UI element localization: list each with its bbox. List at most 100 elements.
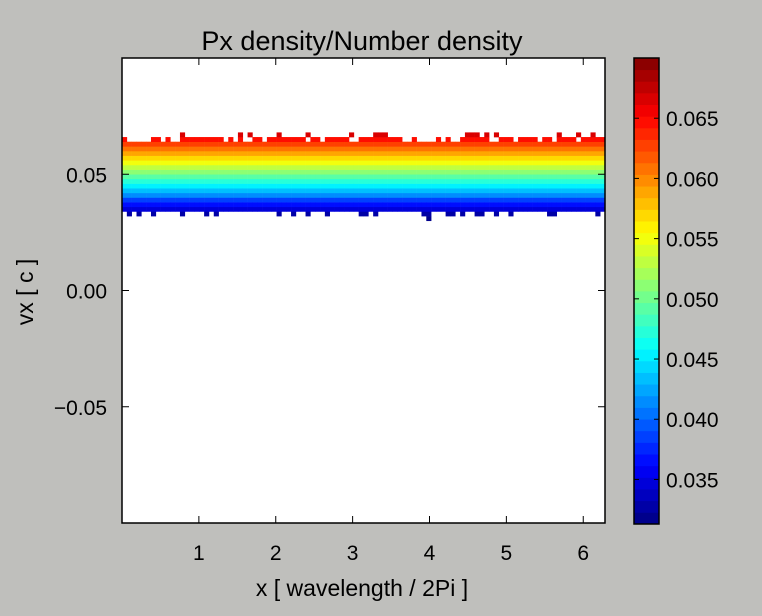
heatmap-cell bbox=[194, 164, 200, 170]
heatmap-cell bbox=[435, 137, 442, 142]
heatmap-cell bbox=[233, 183, 239, 189]
heatmap-cell bbox=[179, 141, 186, 147]
heatmap-cell bbox=[266, 146, 273, 152]
heatmap-cell bbox=[445, 141, 451, 147]
heatmap-cell bbox=[484, 164, 490, 170]
heatmap-cell bbox=[431, 169, 437, 175]
heatmap-cell bbox=[295, 202, 302, 208]
heatmap-cell bbox=[416, 169, 422, 175]
heatmap-cell bbox=[257, 155, 263, 161]
heatmap-cell bbox=[479, 141, 485, 147]
colorbar-level bbox=[634, 360, 659, 373]
heatmap-cell bbox=[194, 202, 200, 208]
heatmap-cell bbox=[252, 169, 258, 175]
heatmap-cell bbox=[406, 197, 413, 203]
heatmap-cell bbox=[489, 183, 495, 189]
heatmap-cell bbox=[450, 178, 456, 184]
heatmap-cell bbox=[489, 202, 495, 208]
colorbar-level bbox=[634, 58, 659, 71]
heatmap-cell bbox=[266, 137, 273, 142]
heatmap-cell bbox=[291, 151, 297, 156]
heatmap-cell bbox=[571, 137, 577, 142]
heatmap-cell bbox=[397, 160, 403, 166]
heatmap-cell bbox=[218, 202, 224, 208]
heatmap-cell bbox=[445, 137, 451, 142]
heatmap-cell bbox=[382, 188, 388, 194]
heatmap-cell bbox=[271, 146, 277, 152]
heatmap-cell bbox=[479, 202, 485, 208]
heatmap-cell bbox=[329, 155, 335, 161]
heatmap-cell bbox=[339, 151, 345, 156]
heatmap-cell bbox=[542, 197, 548, 203]
heatmap-cell bbox=[262, 146, 268, 152]
heatmap-cell bbox=[223, 188, 229, 194]
heatmap-cell bbox=[542, 151, 548, 156]
heatmap-cell bbox=[324, 192, 330, 198]
heatmap-cell bbox=[199, 202, 205, 208]
heatmap-cell bbox=[213, 155, 219, 161]
heatmap-cell bbox=[600, 169, 606, 175]
heatmap-cell bbox=[460, 164, 466, 170]
heatmap-cell bbox=[204, 160, 210, 166]
heatmap-cell bbox=[431, 183, 437, 189]
heatmap-cell bbox=[489, 197, 495, 203]
heatmap-cell bbox=[194, 192, 200, 198]
heatmap-cell bbox=[252, 178, 258, 184]
heatmap-cell bbox=[122, 137, 128, 142]
heatmap-cell bbox=[518, 155, 524, 161]
heatmap-cell bbox=[580, 160, 586, 166]
heatmap-cell bbox=[469, 188, 475, 194]
heatmap-cell bbox=[223, 174, 229, 180]
heatmap-cell bbox=[537, 178, 543, 184]
heatmap-cell bbox=[300, 155, 306, 161]
heatmap-cell bbox=[508, 211, 514, 217]
heatmap-cell bbox=[247, 178, 253, 184]
heatmap-cell bbox=[460, 202, 466, 208]
heatmap-cell bbox=[228, 141, 234, 147]
colorbar-level bbox=[634, 302, 659, 315]
heatmap-cell bbox=[590, 151, 596, 156]
heatmap-cell bbox=[179, 206, 186, 212]
heatmap-cell bbox=[368, 192, 374, 198]
x-tick-label: 2 bbox=[270, 542, 282, 565]
heatmap-cell bbox=[402, 141, 408, 147]
heatmap-cell bbox=[580, 164, 586, 170]
heatmap-cell bbox=[551, 211, 557, 217]
heatmap-cell bbox=[262, 178, 268, 184]
heatmap-cell bbox=[368, 197, 374, 203]
heatmap-cell bbox=[518, 197, 524, 203]
heatmap-cell bbox=[566, 164, 572, 170]
heatmap-cell bbox=[576, 197, 582, 203]
heatmap-cell bbox=[590, 164, 596, 170]
heatmap-cell bbox=[179, 183, 186, 189]
heatmap-cell bbox=[266, 183, 273, 189]
heatmap-cell bbox=[580, 174, 586, 180]
heatmap-cell bbox=[344, 146, 350, 152]
heatmap-cell bbox=[397, 178, 403, 184]
heatmap-cell bbox=[349, 155, 355, 161]
heatmap-cell bbox=[368, 178, 374, 184]
heatmap-cell bbox=[469, 164, 475, 170]
heatmap-cell bbox=[170, 206, 176, 212]
heatmap-cell bbox=[291, 141, 297, 147]
heatmap-cell bbox=[276, 132, 282, 138]
heatmap-cell bbox=[344, 197, 350, 203]
heatmap-cell bbox=[402, 206, 408, 212]
heatmap-cell bbox=[291, 137, 297, 142]
colorbar-level bbox=[634, 267, 659, 280]
heatmap-cell bbox=[286, 151, 292, 156]
heatmap-cell bbox=[450, 160, 456, 166]
heatmap-cell bbox=[551, 169, 557, 175]
colorbar-level bbox=[634, 384, 659, 397]
heatmap-cell bbox=[426, 141, 432, 147]
heatmap-cell bbox=[518, 151, 524, 156]
heatmap-cell bbox=[189, 183, 195, 189]
heatmap-cell bbox=[484, 155, 490, 161]
heatmap-cell bbox=[590, 188, 596, 194]
heatmap-cell bbox=[368, 141, 374, 147]
heatmap-cell bbox=[508, 197, 514, 203]
heatmap-cell bbox=[131, 164, 137, 170]
heatmap-cell bbox=[315, 137, 321, 142]
heatmap-cell bbox=[324, 178, 330, 184]
heatmap-cell bbox=[363, 141, 369, 147]
